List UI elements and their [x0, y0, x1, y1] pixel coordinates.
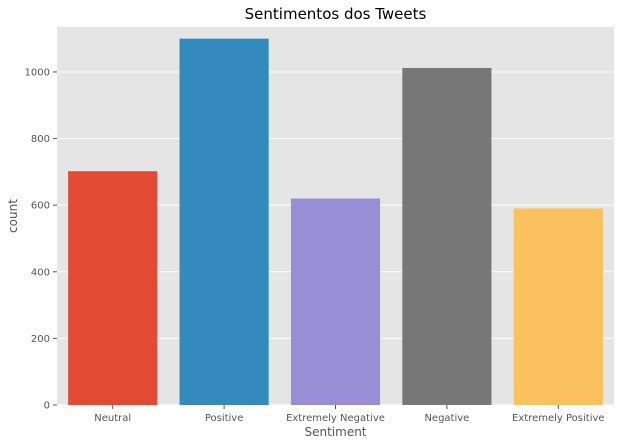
y-tick-label: 0 [44, 401, 50, 412]
x-tick-label: Extremely Negative [286, 413, 385, 424]
x-tick-label: Negative [424, 413, 469, 424]
y-axis: 0 200 400 600 800 1000 [25, 67, 57, 412]
bars [68, 38, 603, 406]
x-tick-label: Extremely Positive [512, 413, 605, 424]
bar [402, 67, 492, 406]
y-axis-label: count [6, 199, 20, 233]
bar [68, 171, 158, 405]
x-tick-label: Neutral [94, 413, 131, 424]
x-tick-label: Positive [205, 413, 244, 424]
bar [513, 208, 603, 405]
y-tick-label: 400 [31, 267, 50, 278]
y-tick-label: 200 [31, 334, 50, 345]
y-tick-label: 800 [31, 134, 50, 145]
y-tick-label: 600 [31, 201, 50, 212]
y-tick-label: 1000 [25, 67, 50, 78]
x-axis-label: Sentiment [304, 425, 366, 439]
bar [179, 38, 269, 406]
chart-title: Sentimentos dos Tweets [245, 5, 427, 23]
x-axis: Neutral Positive Extremely Negative Negativ… [94, 405, 605, 424]
bar [290, 198, 381, 405]
